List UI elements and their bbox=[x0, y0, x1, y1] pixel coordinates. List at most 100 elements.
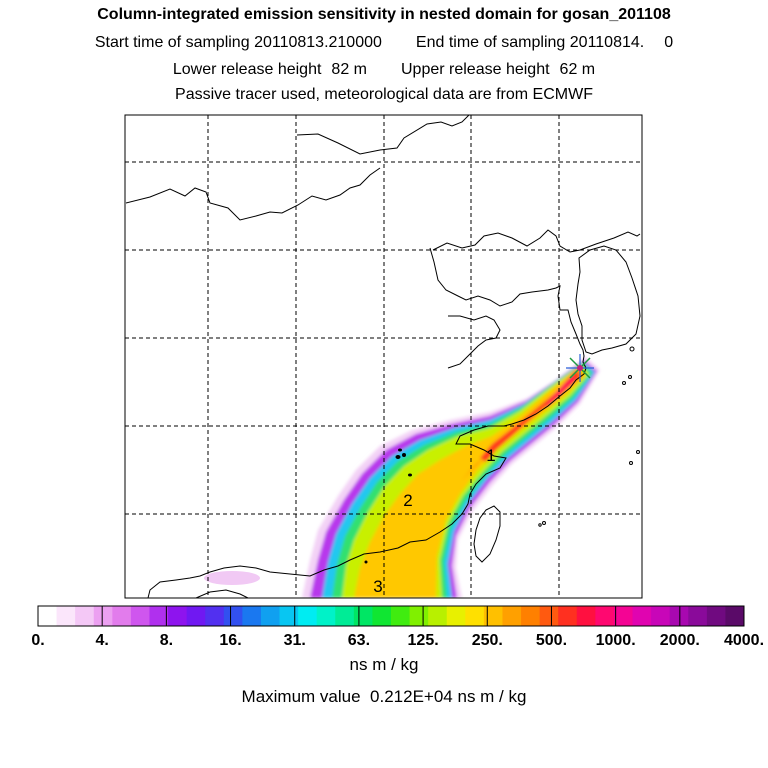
island-a bbox=[628, 375, 632, 379]
colorbar-tick-label: 4. bbox=[96, 632, 109, 649]
border-segment-a bbox=[125, 167, 381, 221]
korea-coast bbox=[575, 245, 641, 355]
colorbar-tick-label: 63. bbox=[348, 632, 370, 649]
chart-title: Column-integrated emission sensitivity i… bbox=[97, 6, 671, 23]
colorbar-swatch bbox=[409, 606, 429, 626]
colorbar-tick-label: 0. bbox=[31, 632, 44, 649]
colorbar-swatch bbox=[706, 606, 726, 626]
plume-contour-band-6 bbox=[354, 367, 586, 598]
colorbar-swatch bbox=[446, 606, 466, 626]
colorbar-swatch bbox=[391, 606, 411, 626]
plume-label-1: 1 bbox=[486, 446, 495, 465]
colorbar-swatch bbox=[316, 606, 336, 626]
colorbar-swatch bbox=[260, 606, 281, 626]
colorbar-swatch bbox=[353, 606, 373, 626]
colorbar-swatch bbox=[335, 606, 355, 626]
receptor-marker bbox=[566, 354, 594, 382]
colorbar-tick-label: 125. bbox=[408, 632, 439, 649]
max-value-label: Maximum value bbox=[241, 687, 361, 706]
colorbar-swatch bbox=[75, 606, 95, 626]
plume-label-3: 3 bbox=[373, 577, 382, 596]
island-c bbox=[636, 450, 640, 454]
end-time-value: 20110814. bbox=[569, 34, 645, 51]
island-e bbox=[542, 521, 546, 525]
lake-2 bbox=[402, 453, 406, 457]
lake-1 bbox=[395, 455, 401, 459]
colorbar-swatch bbox=[38, 606, 58, 626]
colorbar-swatch bbox=[130, 606, 150, 626]
colorbar-unit-label: ns m / kg bbox=[349, 655, 419, 674]
colorbar-swatch bbox=[372, 606, 392, 626]
colorbar-tick-label: 16. bbox=[219, 632, 241, 649]
lower-release-label: Lower release height bbox=[172, 61, 322, 78]
lake-5 bbox=[364, 560, 368, 564]
colorbar-swatch bbox=[725, 606, 745, 626]
lake-marks bbox=[364, 448, 412, 564]
hainan-coast bbox=[195, 589, 249, 598]
colorbar-tick-label: 250. bbox=[472, 632, 503, 649]
coastlines bbox=[125, 115, 641, 598]
mainland-coast bbox=[147, 247, 587, 598]
lake-4 bbox=[408, 473, 412, 477]
colorbar-swatch bbox=[502, 606, 522, 626]
border-segment-b bbox=[432, 229, 641, 253]
colorbar-swatch bbox=[688, 606, 708, 626]
map-frame bbox=[124, 114, 643, 599]
colorbar-tick-label: 2000. bbox=[660, 632, 700, 649]
colorbar-tick-label: 31. bbox=[284, 632, 306, 649]
colorbar-tick-labels: 0. 4. 8. 16. 31. 63. 125. 250. 500. 1000. 2000. 400… bbox=[31, 606, 764, 649]
colorbar-swatch bbox=[651, 606, 671, 626]
colorbar-swatch bbox=[298, 606, 318, 626]
colorbar-swatch bbox=[558, 606, 578, 626]
colorbar-swatch bbox=[465, 606, 485, 626]
grid-lines bbox=[125, 115, 642, 598]
colorbar-swatch bbox=[576, 606, 596, 626]
tracer-info-line: Passive tracer used, meteorological data… bbox=[175, 86, 593, 103]
colorbar bbox=[37, 605, 745, 627]
colorbar-swatch bbox=[279, 606, 299, 626]
colorbar-swatch bbox=[56, 606, 76, 626]
island-d bbox=[629, 461, 633, 465]
upper-release-label: Upper release height bbox=[401, 61, 550, 78]
start-time-value: 20110813.210000 bbox=[254, 34, 382, 51]
colorbar-swatch bbox=[483, 606, 503, 626]
minor-sensitivity-patch bbox=[204, 571, 260, 585]
lake-3 bbox=[398, 448, 402, 452]
end-time-label: End time of sampling bbox=[415, 34, 566, 51]
taiwan-coast bbox=[473, 505, 501, 563]
sampling-times-line: Start time of sampling 20110813.210000 En… bbox=[0, 34, 768, 52]
colorbar-swatch bbox=[112, 606, 132, 626]
upper-release-value: 62 m bbox=[559, 61, 596, 78]
colorbar-swatch bbox=[613, 606, 634, 626]
island-b bbox=[622, 381, 626, 385]
coastline-north bbox=[296, 115, 470, 155]
colorbar-swatch bbox=[93, 606, 113, 626]
island-jeju bbox=[629, 346, 635, 352]
island-f bbox=[538, 523, 542, 527]
colorbar-swatch bbox=[632, 606, 652, 626]
colorbar-tick-label: 8. bbox=[160, 632, 173, 649]
max-value-number: 0.212E+04 bbox=[370, 687, 453, 706]
end-time-suffix: 0 bbox=[664, 34, 674, 51]
release-heights-line: Lower release height 82 m Upper release he… bbox=[0, 61, 768, 79]
colorbar-swatch bbox=[186, 606, 206, 626]
colorbar-swatch bbox=[428, 606, 448, 626]
start-time-label: Start time of sampling bbox=[94, 34, 250, 51]
colorbar-swatch bbox=[205, 606, 225, 626]
colorbar-tick-label: 1000. bbox=[596, 632, 636, 649]
colorbar-swatch bbox=[669, 606, 689, 626]
colorbar-swatch bbox=[168, 606, 188, 626]
lower-release-value: 82 m bbox=[331, 61, 367, 78]
colorbar-swatch bbox=[595, 606, 615, 626]
colorbar-tick-label: 4000. bbox=[724, 632, 764, 649]
shandong-coast bbox=[447, 315, 501, 369]
plume-contour-band-8 bbox=[480, 370, 580, 462]
colorbar-swatch bbox=[223, 606, 243, 626]
max-value-unit: ns m / kg bbox=[457, 687, 527, 706]
plume-label-2: 2 bbox=[403, 491, 412, 510]
colorbar-swatch bbox=[149, 606, 169, 626]
colorbar-swatch bbox=[521, 606, 541, 626]
colorbar-tick-label: 500. bbox=[536, 632, 567, 649]
colorbar-swatch bbox=[242, 606, 262, 626]
